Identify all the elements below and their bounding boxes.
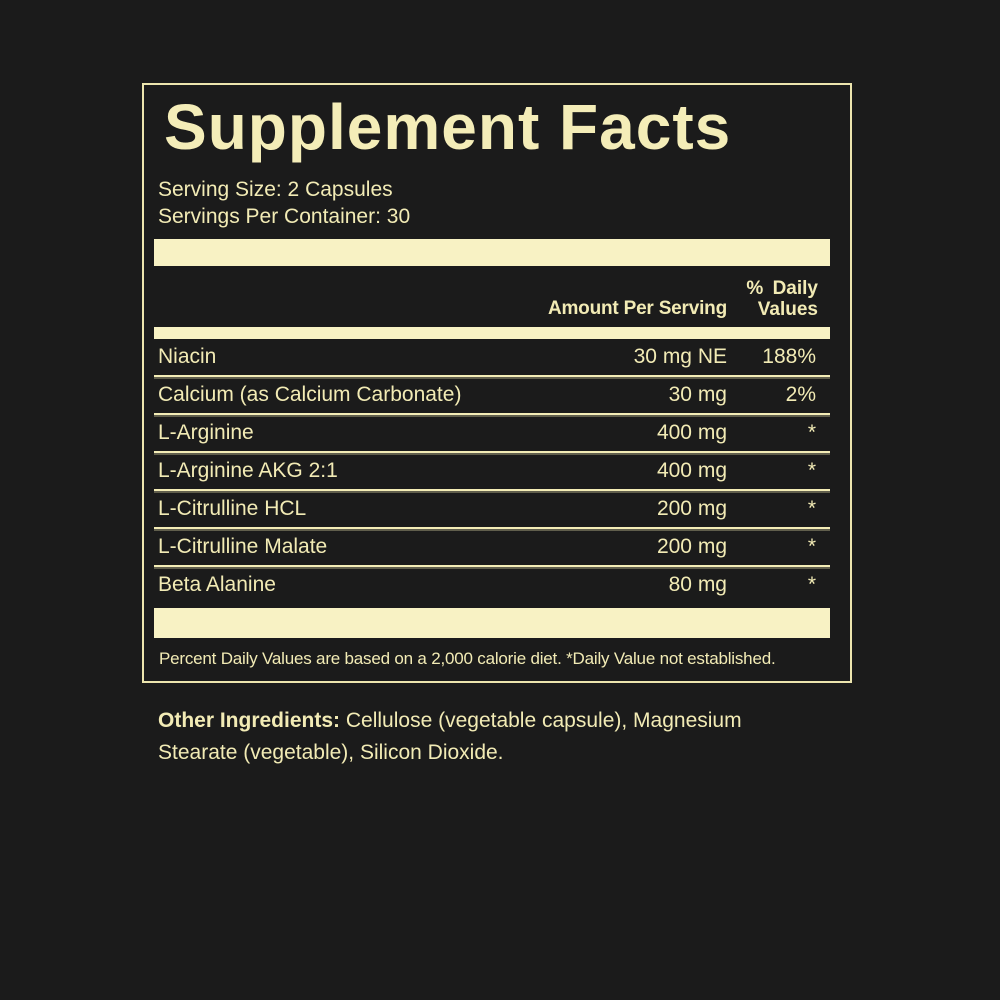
ingredient-amount: 400 mg [656,421,727,444]
ingredient-row-l-arginine: L-Arginine 400 mg * [154,415,830,451]
ingredient-amount: 400 mg [656,459,727,482]
amount-per-serving-header: Amount Per Serving [547,298,727,319]
ingredient-daily-value: * [807,459,816,482]
panel-inner: Supplement Facts Serving Size: 2 Capsule… [154,85,830,681]
column-headers: Amount Per Serving % Daily Values [154,266,830,327]
ingredient-amount: 30 mg [668,383,727,406]
serving-size: Serving Size: 2 Capsules [158,178,393,201]
servings-per-container: Servings Per Container: 30 [158,205,411,228]
row-divider [154,375,830,377]
ingredient-amount: 200 mg [656,497,727,520]
ingredient-row-calcium: Calcium (as Calcium Carbonate) 30 mg 2% [154,377,830,413]
ingredient-daily-value: * [807,421,816,444]
ingredient-name: L-Citrulline Malate [158,535,328,558]
separator-bar-bottom [154,608,830,638]
ingredient-daily-value: * [807,573,816,596]
row-divider [154,527,830,529]
daily-values-header: % Daily Values [727,278,830,320]
ingredient-daily-value: * [807,497,816,520]
other-ingredients: Other Ingredients: Cellulose (vegetable … [158,705,818,769]
ingredient-row-l-citrulline-hcl: L-Citrulline HCL 200 mg * [154,491,830,527]
ingredient-row-beta-alanine: Beta Alanine 80 mg * [154,567,830,603]
ingredient-daily-value: 188% [762,345,816,368]
ingredient-daily-value: * [807,535,816,558]
ingredient-amount: 30 mg NE [633,345,727,368]
ingredient-name: L-Citrulline HCL [158,497,307,520]
daily-values-header-line2: Values [757,299,818,320]
ingredient-amount: 200 mg [656,535,727,558]
ingredient-name: Calcium (as Calcium Carbonate) [158,383,462,406]
supplement-facts-panel: Supplement Facts Serving Size: 2 Capsule… [142,83,852,683]
separator-bar-header [154,327,830,339]
ingredient-row-l-arginine-akg: L-Arginine AKG 2:1 400 mg * [154,453,830,489]
ingredient-row-niacin: Niacin 30 mg NE 188% [154,339,830,375]
panel-title: Supplement Facts [164,91,732,163]
ingredient-amount: 80 mg [668,573,727,596]
row-divider [154,451,830,453]
ingredient-row-l-citrulline-malate: L-Citrulline Malate 200 mg * [154,529,830,565]
ingredient-name: Niacin [158,345,217,368]
ingredient-name: L-Arginine AKG 2:1 [158,459,338,482]
daily-value-footnote: Percent Daily Values are based on a 2,00… [159,649,776,668]
separator-bar-top [154,239,830,266]
ingredient-daily-value: 2% [785,383,816,406]
row-divider [154,565,830,567]
row-divider [154,413,830,415]
ingredient-name: Beta Alanine [158,573,276,596]
other-ingredients-text: Cellulose (vegetable capsule), Magnesium… [158,709,742,764]
daily-values-header-line1: % Daily [746,278,818,299]
ingredient-name: L-Arginine [158,421,254,444]
other-ingredients-label: Other Ingredients: [158,709,341,732]
row-divider [154,489,830,491]
